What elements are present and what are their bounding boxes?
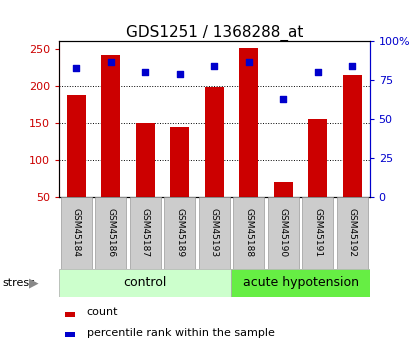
Bar: [274, 182, 293, 197]
Bar: [231, 269, 370, 297]
Bar: [130, 197, 161, 269]
Text: stress: stress: [2, 278, 35, 288]
Point: [349, 63, 356, 69]
Bar: [199, 197, 230, 269]
Bar: [66, 95, 86, 197]
Bar: [337, 197, 368, 269]
Title: GDS1251 / 1368288_at: GDS1251 / 1368288_at: [126, 25, 303, 41]
Bar: [239, 48, 258, 197]
Bar: [101, 56, 120, 197]
Bar: [59, 269, 231, 297]
Text: GSM45193: GSM45193: [210, 208, 219, 257]
Bar: [308, 119, 327, 197]
Point: [315, 70, 321, 75]
Bar: [170, 127, 189, 197]
Bar: [60, 197, 92, 269]
Bar: [136, 124, 155, 197]
Text: GSM45187: GSM45187: [141, 208, 150, 257]
Text: GSM45192: GSM45192: [348, 208, 357, 257]
Text: GSM45189: GSM45189: [175, 208, 184, 257]
Text: GSM45184: GSM45184: [71, 208, 81, 257]
Point: [107, 59, 114, 64]
Point: [176, 71, 183, 77]
Bar: [233, 197, 264, 269]
Bar: [205, 87, 224, 197]
Text: count: count: [87, 307, 118, 317]
Text: ▶: ▶: [29, 276, 38, 289]
Bar: [268, 197, 299, 269]
Bar: [95, 197, 126, 269]
Text: GSM45191: GSM45191: [313, 208, 322, 257]
Point: [211, 63, 218, 69]
Text: percentile rank within the sample: percentile rank within the sample: [87, 328, 275, 337]
Bar: [343, 75, 362, 197]
Bar: [302, 197, 333, 269]
Point: [280, 96, 286, 101]
Bar: [164, 197, 195, 269]
Text: GSM45186: GSM45186: [106, 208, 115, 257]
Text: GSM45190: GSM45190: [279, 208, 288, 257]
Text: control: control: [123, 276, 167, 289]
Bar: [65, 312, 75, 317]
Point: [142, 70, 149, 75]
Bar: [65, 332, 75, 337]
Text: GSM45188: GSM45188: [244, 208, 253, 257]
Point: [245, 59, 252, 64]
Point: [73, 65, 79, 71]
Text: acute hypotension: acute hypotension: [242, 276, 359, 289]
